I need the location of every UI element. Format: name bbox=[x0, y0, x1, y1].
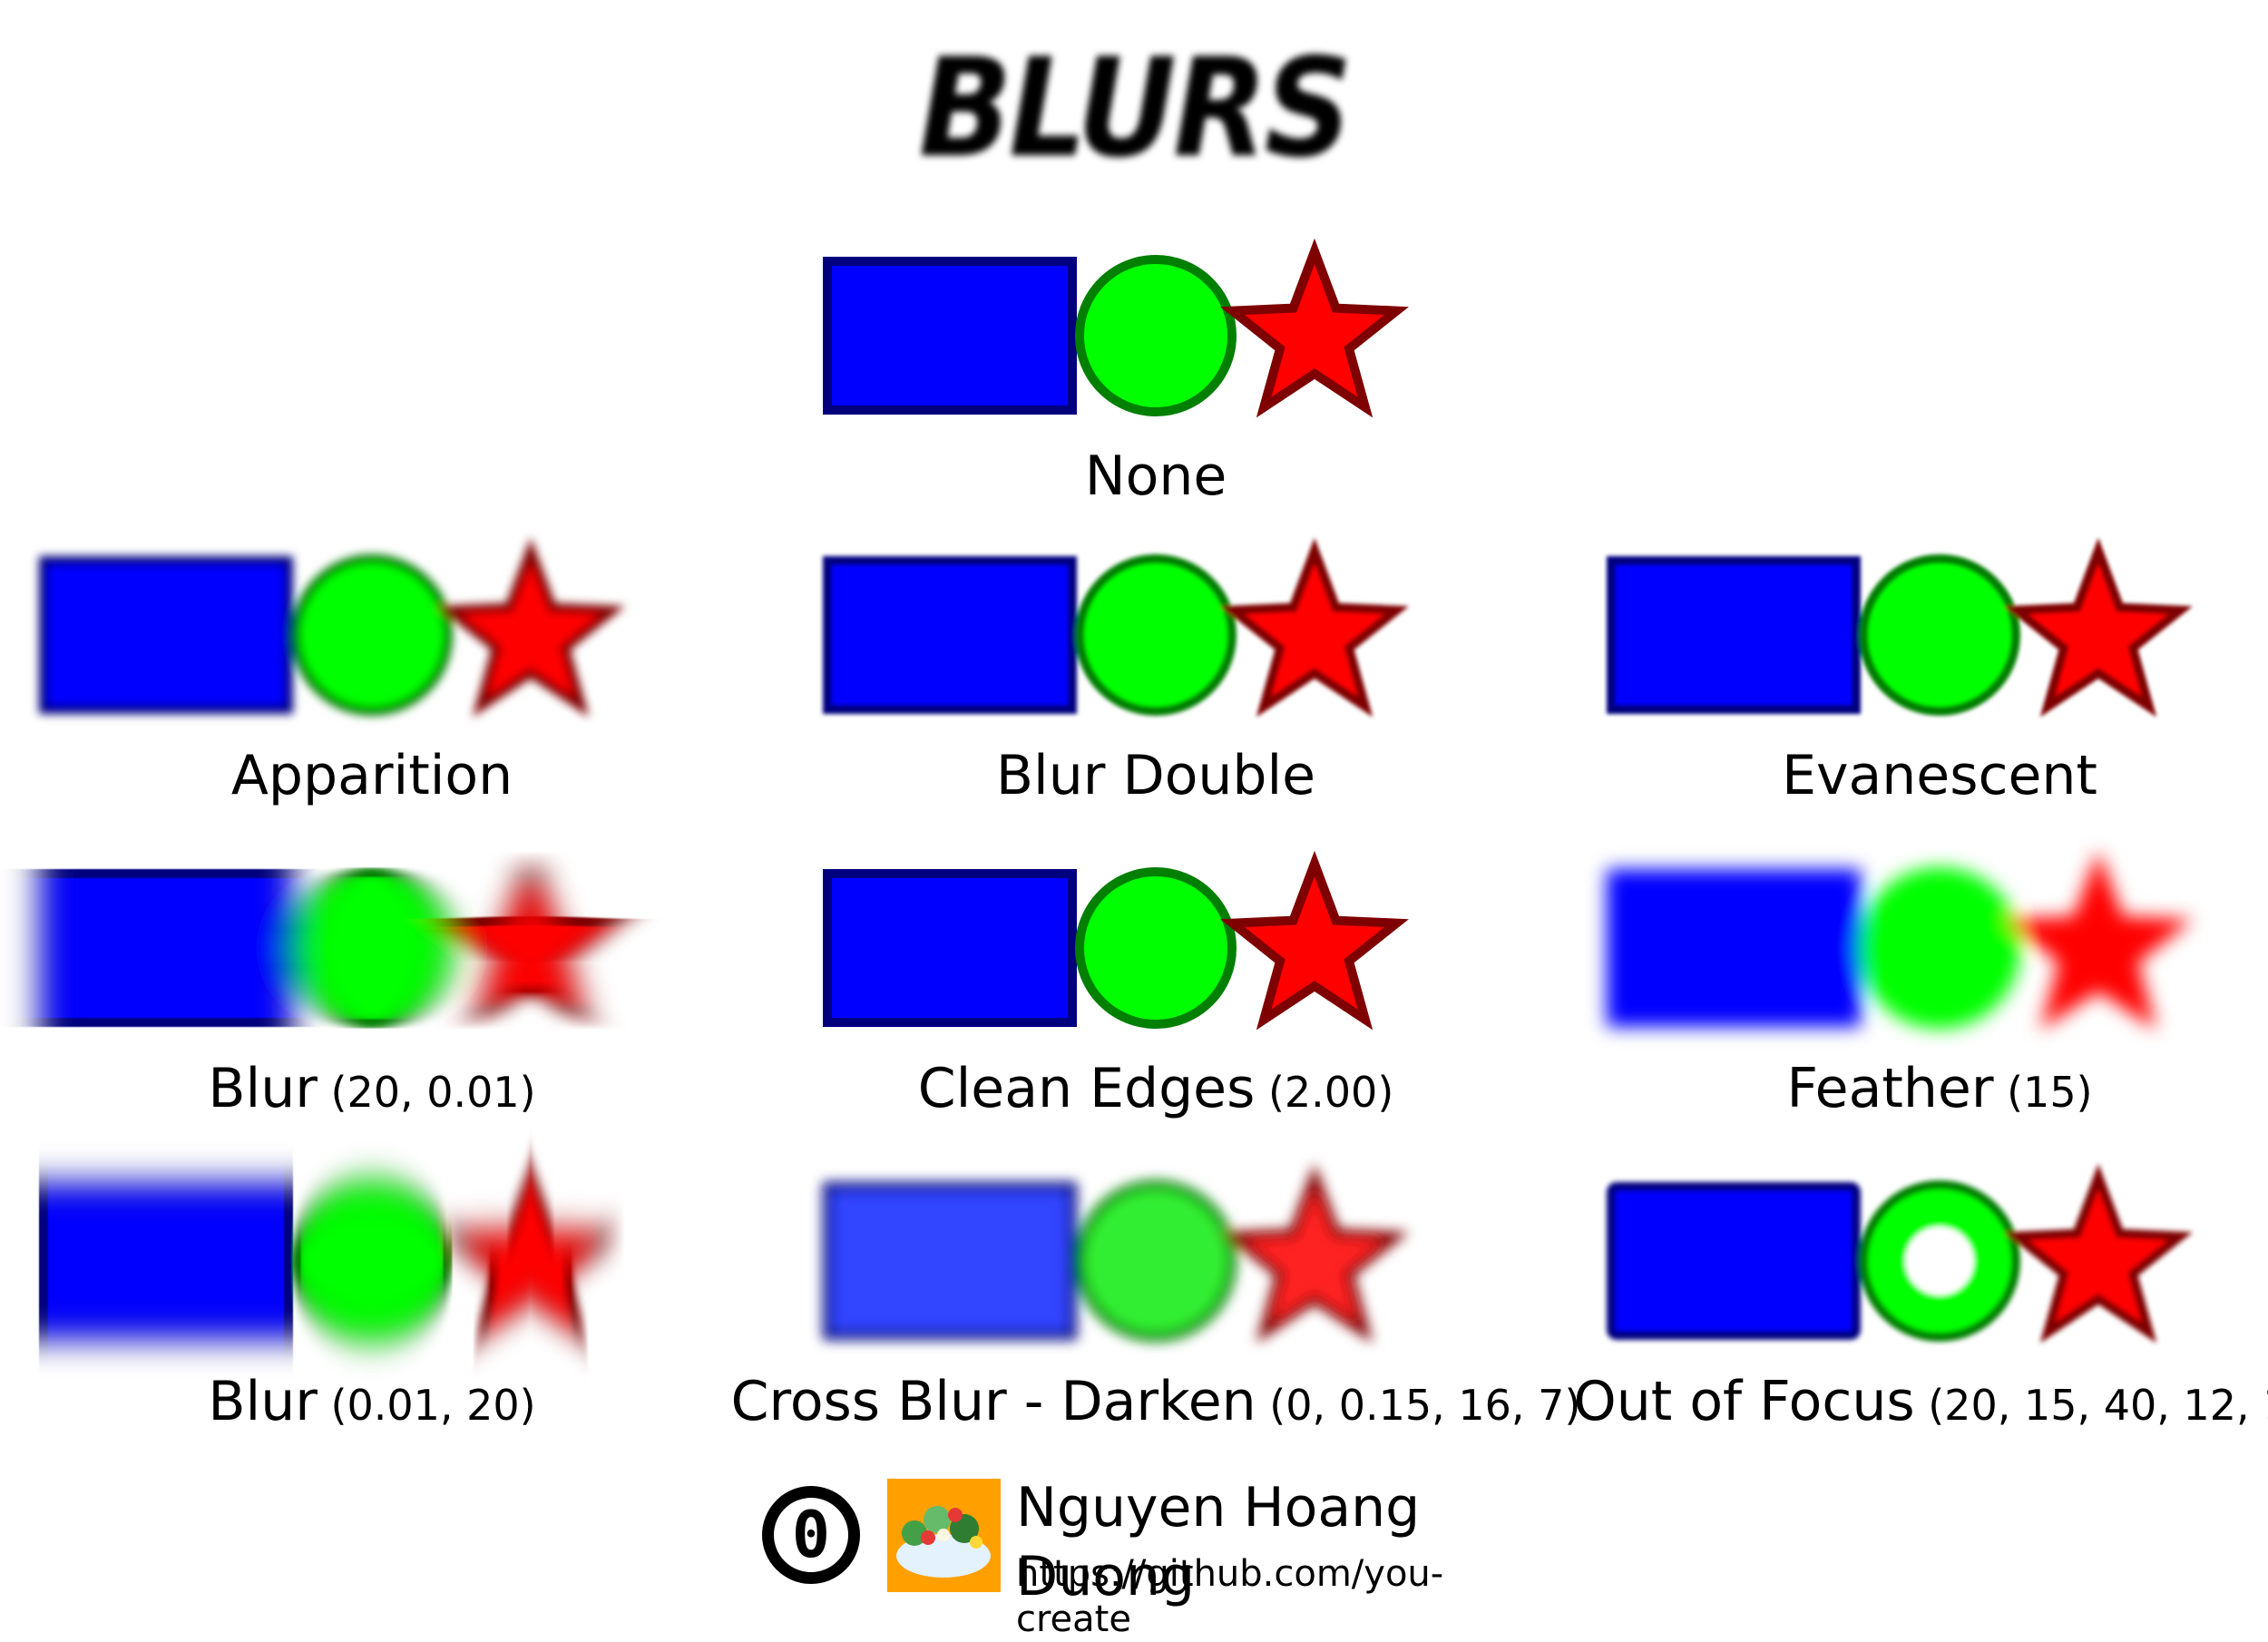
red-star-shape bbox=[2004, 537, 2193, 718]
green-circle-shape bbox=[1075, 867, 1237, 1029]
effect-name: Clean Edges bbox=[917, 1057, 1256, 1120]
green-circle-shape bbox=[1075, 554, 1237, 716]
blue-rectangle-shape bbox=[1607, 556, 1861, 714]
effect-caption: Clean Edges (2.00) bbox=[918, 1057, 1394, 1124]
red-star-shape bbox=[1220, 238, 1409, 418]
red-star-shape bbox=[2004, 1163, 2193, 1344]
effect-params: (15) bbox=[1993, 1068, 2093, 1117]
effect-params: (2.00) bbox=[1255, 1068, 1394, 1117]
effect-panel bbox=[1607, 537, 2193, 718]
effect-name: Out of Focus bbox=[1573, 1370, 1915, 1433]
effect-name: Blur Double bbox=[995, 744, 1316, 807]
effect-params: (20, 0.01) bbox=[317, 1068, 536, 1117]
blue-rectangle-shape bbox=[823, 556, 1077, 714]
effect-caption: Blur (20, 0.01) bbox=[208, 1057, 535, 1124]
green-circle-shape bbox=[1859, 554, 2020, 716]
blue-rectangle-shape bbox=[1607, 869, 1861, 1027]
effect-panel bbox=[823, 1163, 1409, 1344]
cc0-icon: 0 bbox=[762, 1486, 860, 1584]
effect-caption: Cross Blur - Darken (0, 0.15, 16, 7) bbox=[731, 1370, 1581, 1437]
blue-rectangle-shape bbox=[39, 1182, 293, 1340]
green-circle-shape bbox=[1075, 1180, 1237, 1342]
red-star-shape bbox=[1220, 537, 1409, 718]
red-star-shape bbox=[2004, 850, 2193, 1031]
effect-params: (0.01, 20) bbox=[317, 1381, 536, 1430]
blue-rectangle-shape bbox=[39, 869, 293, 1027]
green-circle-shape bbox=[291, 1180, 453, 1342]
effect-panel bbox=[1607, 850, 2193, 1031]
effect-caption: Out of Focus (20, 15, 40, 12, 1) bbox=[1573, 1370, 2268, 1437]
effect-name: None bbox=[1084, 445, 1227, 508]
focus-hole-shape bbox=[1905, 1227, 1974, 1295]
repo-link[interactable]: https://github.com/you-create bbox=[1016, 1553, 1444, 1640]
author-name: Nguyen Hoang Duong bbox=[1016, 1476, 1421, 1608]
effect-panel bbox=[823, 850, 1409, 1031]
effect-panel bbox=[39, 1163, 625, 1344]
effect-panel bbox=[1607, 1163, 2193, 1344]
red-star-shape bbox=[436, 537, 625, 718]
green-circle-shape bbox=[1075, 255, 1237, 416]
blue-rectangle-shape bbox=[39, 556, 293, 714]
blue-rectangle-shape bbox=[823, 1182, 1077, 1340]
effect-caption: None bbox=[1085, 445, 1227, 508]
effect-caption: Evanescent bbox=[1782, 744, 2097, 807]
red-star-shape bbox=[1220, 850, 1409, 1031]
effect-caption: Apparition bbox=[231, 744, 513, 807]
effect-panel bbox=[823, 238, 1409, 418]
blue-rectangle-shape bbox=[823, 869, 1077, 1027]
salad-bowl-icon bbox=[887, 1479, 1001, 1592]
effect-panel bbox=[39, 537, 625, 718]
effect-caption: Blur (0.01, 20) bbox=[208, 1370, 535, 1437]
effect-panel bbox=[823, 537, 1409, 718]
effect-caption: Feather (15) bbox=[1786, 1057, 2092, 1124]
effect-name: Feather bbox=[1786, 1057, 1994, 1120]
effect-name: Cross Blur - Darken bbox=[730, 1370, 1256, 1433]
red-star-shape bbox=[1220, 1163, 1409, 1344]
effect-params: (0, 0.15, 16, 7) bbox=[1256, 1381, 1581, 1430]
effect-name: Apparition bbox=[230, 744, 513, 807]
effect-caption: Blur Double bbox=[996, 744, 1315, 807]
green-circle-shape bbox=[1859, 867, 2020, 1029]
page-title: BLURS bbox=[918, 30, 1353, 188]
blue-rectangle-shape bbox=[1607, 1182, 1861, 1340]
credits: 0 Nguyen Hoang Duong https://github.com/… bbox=[762, 1476, 1542, 1640]
effect-name: Blur bbox=[208, 1370, 318, 1433]
effect-params: (20, 15, 40, 12, 1) bbox=[1914, 1381, 2268, 1430]
effect-name: Evanescent bbox=[1782, 744, 2097, 807]
green-circle-shape bbox=[291, 867, 453, 1029]
red-star-shape bbox=[436, 1163, 625, 1344]
red-star-shape bbox=[436, 850, 625, 1031]
effect-name: Blur bbox=[208, 1057, 318, 1120]
blue-rectangle-shape bbox=[823, 257, 1077, 415]
effect-panel bbox=[39, 850, 625, 1031]
green-circle-shape bbox=[291, 554, 453, 716]
